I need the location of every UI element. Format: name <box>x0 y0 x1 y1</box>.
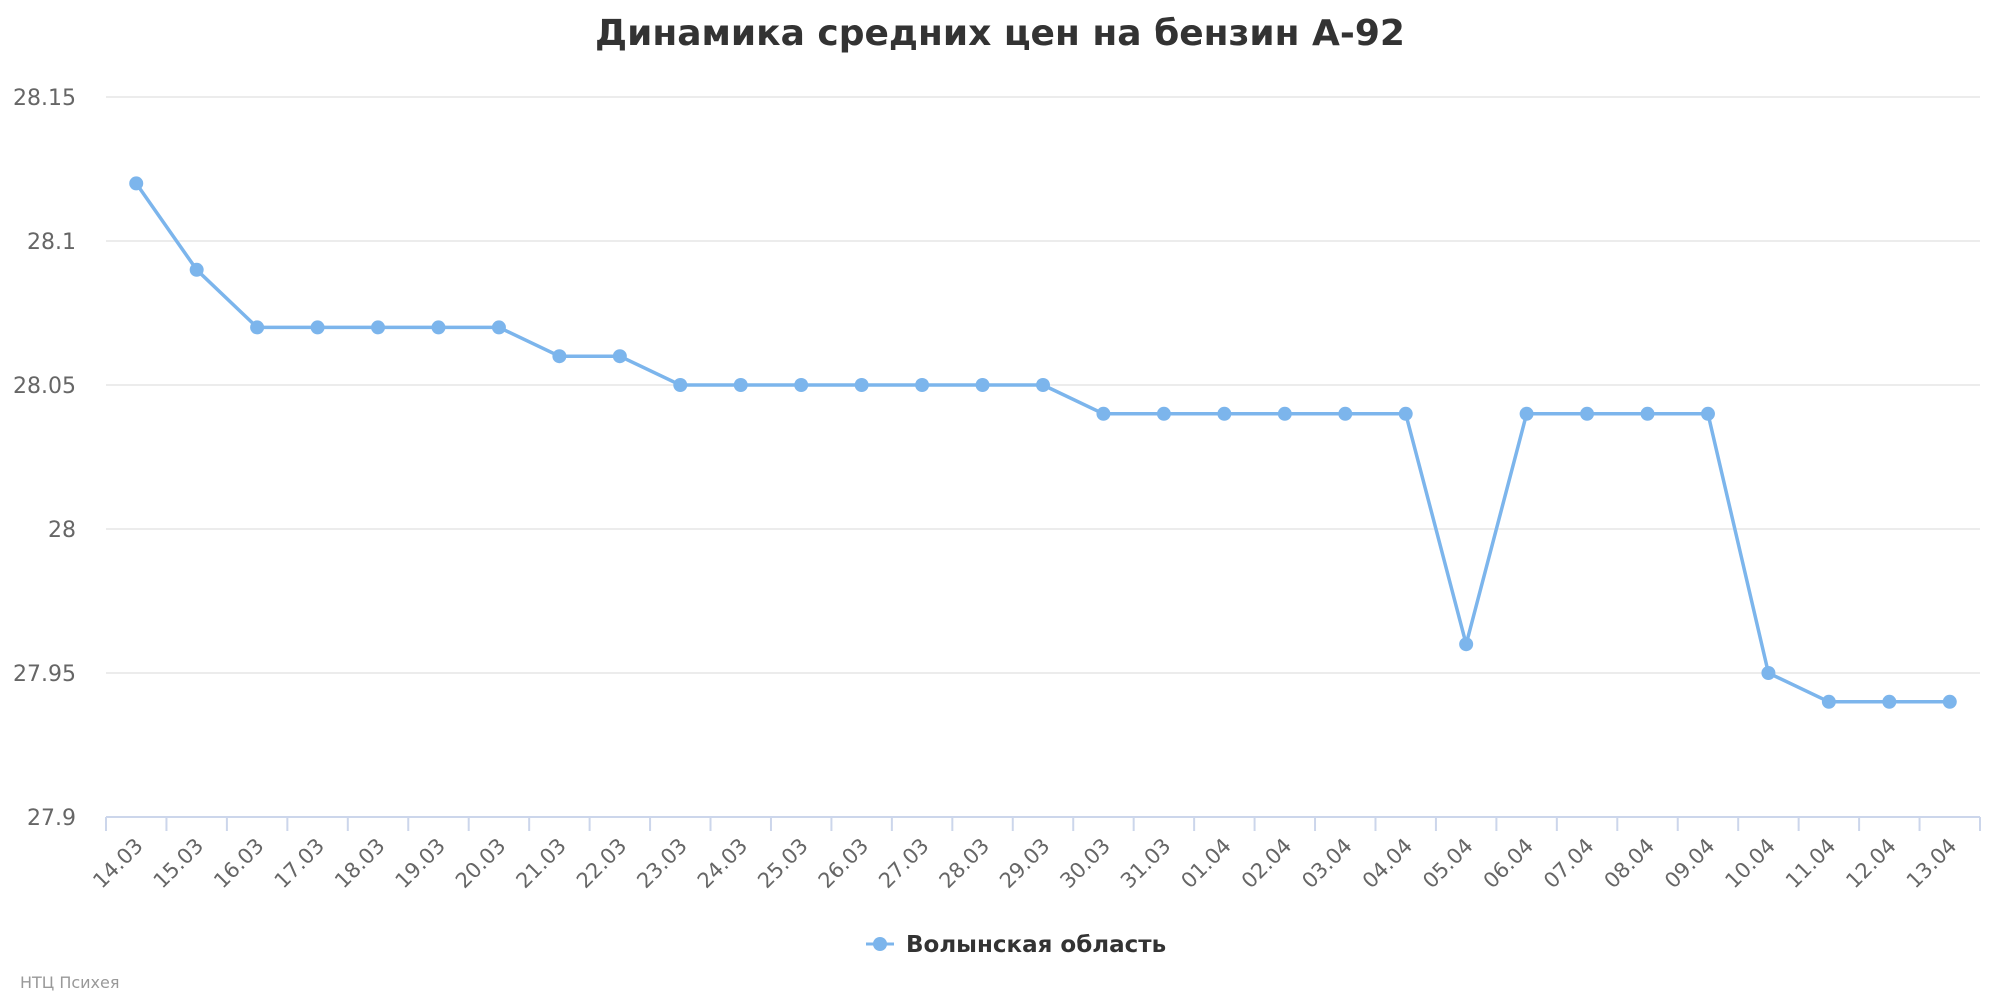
x-tick-label: 05.04 <box>1418 834 1477 893</box>
data-point[interactable] <box>1338 406 1353 421</box>
series-line <box>134 182 1950 704</box>
data-point[interactable] <box>1398 406 1413 421</box>
x-tick-label: 07.04 <box>1539 834 1598 893</box>
data-point[interactable] <box>1700 406 1715 421</box>
data-point[interactable] <box>1640 406 1655 421</box>
y-tick-label: 28.05 <box>13 374 76 399</box>
x-tick-label: 10.04 <box>1720 834 1779 893</box>
y-tick-label: 27.9 <box>27 806 76 831</box>
x-tick-label: 03.04 <box>1297 834 1356 893</box>
data-point[interactable] <box>552 349 567 364</box>
data-point[interactable] <box>1761 666 1776 680</box>
data-point[interactable] <box>673 378 688 392</box>
y-tick-label: 28.15 <box>13 86 76 111</box>
x-tick-label: 27.03 <box>874 834 933 893</box>
x-tick-label: 25.03 <box>753 834 812 893</box>
y-axis-ticks: 27.9 27.95 28 28.05 28.1 28.15 <box>13 86 76 831</box>
x-tick-label: 09.04 <box>1660 834 1719 893</box>
data-point[interactable] <box>975 378 990 392</box>
data-point[interactable] <box>1580 406 1595 421</box>
data-point[interactable] <box>612 349 627 364</box>
x-tick-label: 24.03 <box>693 834 752 893</box>
data-point[interactable] <box>1882 694 1897 709</box>
x-tick-label: 26.03 <box>814 834 873 893</box>
x-tick-label: 04.04 <box>1358 834 1417 893</box>
data-point[interactable] <box>491 320 506 335</box>
x-tick-label: 22.03 <box>572 834 631 893</box>
data-point[interactable] <box>733 378 748 392</box>
data-point[interactable] <box>794 378 809 392</box>
x-tick-label: 19.03 <box>391 834 450 893</box>
data-point[interactable] <box>915 378 930 392</box>
x-tick-label: 06.04 <box>1479 834 1538 893</box>
legend-marker <box>873 937 887 951</box>
x-tick-label: 08.04 <box>1600 834 1659 893</box>
x-tick-label: 14.03 <box>88 834 147 893</box>
data-point[interactable] <box>1036 378 1050 392</box>
x-tick-label: 17.03 <box>270 834 329 893</box>
data-point[interactable] <box>1942 694 1957 709</box>
x-tick-label: 16.03 <box>209 834 268 893</box>
x-tick-label: 18.03 <box>330 834 389 893</box>
data-point[interactable] <box>1459 637 1474 652</box>
chart-credit[interactable]: НТЦ Психея <box>20 973 119 992</box>
legend[interactable]: Волынская область <box>866 932 1166 958</box>
data-point[interactable] <box>1217 406 1232 421</box>
x-tick-label: 23.03 <box>632 834 691 893</box>
legend-label[interactable]: Волынская область <box>906 932 1166 958</box>
data-point[interactable] <box>371 320 386 335</box>
data-point[interactable] <box>1096 406 1111 421</box>
data-point[interactable] <box>854 378 869 392</box>
x-tick-label: 29.03 <box>995 834 1054 893</box>
chart-title: Динамика средних цен на бензин А-92 <box>595 13 1405 54</box>
data-point[interactable] <box>1821 694 1836 709</box>
x-tick-label: 15.03 <box>149 834 208 893</box>
y-tick-label: 28 <box>48 518 76 543</box>
data-point[interactable] <box>310 320 325 335</box>
x-tick-label: 30.03 <box>1056 834 1115 893</box>
x-tick-label: 28.03 <box>935 834 994 893</box>
data-point[interactable] <box>1519 406 1534 421</box>
x-tick-label: 01.04 <box>1176 834 1235 893</box>
x-tick-label: 21.03 <box>511 834 570 893</box>
data-point[interactable] <box>1277 406 1292 421</box>
data-point[interactable] <box>431 320 446 335</box>
data-point[interactable] <box>250 320 265 335</box>
y-tick-label: 27.95 <box>13 662 76 687</box>
data-point[interactable] <box>189 262 204 277</box>
x-tick-label: 20.03 <box>451 834 510 893</box>
x-axis-ticks: 14.03 15.03 16.03 17.03 18.03 19.03 20.03 21.03… <box>88 817 1981 893</box>
data-point[interactable] <box>129 176 144 191</box>
data-point[interactable] <box>1156 406 1171 421</box>
x-tick-label: 02.04 <box>1237 834 1296 893</box>
x-tick-label: 31.03 <box>1116 834 1175 893</box>
x-tick-label: 13.04 <box>1902 834 1961 893</box>
y-tick-label: 28.1 <box>27 230 76 255</box>
x-tick-label: 12.04 <box>1841 834 1900 893</box>
x-tick-label: 11.04 <box>1781 834 1840 893</box>
series-group <box>129 176 1957 709</box>
